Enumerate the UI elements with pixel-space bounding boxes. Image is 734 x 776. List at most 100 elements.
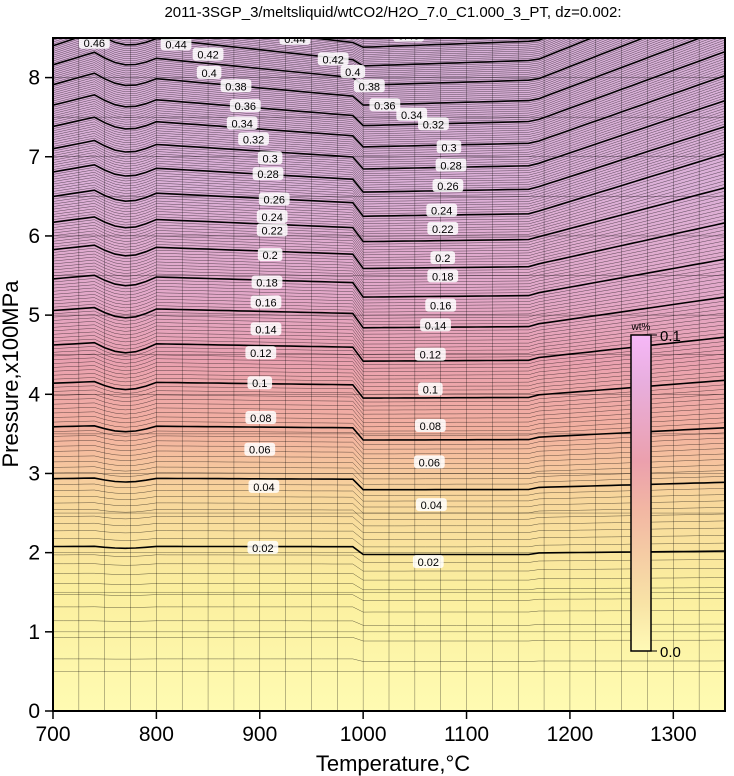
major-contour-line — [53, 74, 725, 148]
x-tick-label: 1300 — [650, 723, 697, 746]
contour-label: 0.24 — [256, 209, 288, 224]
minor-contour-line — [53, 341, 725, 365]
minor-contour-line — [53, 509, 725, 520]
contour-label-text: 0.14 — [425, 320, 446, 332]
contour-label-text: 0.06 — [249, 445, 270, 457]
minor-contour-line — [53, 201, 725, 253]
minor-contour-line — [53, 353, 725, 376]
contour-label-text: 0.3 — [441, 142, 456, 154]
contour-label-box — [415, 498, 447, 512]
minor-contour-line — [53, 345, 725, 369]
minor-contour-line — [53, 430, 725, 445]
minor-contour-line — [53, 362, 725, 384]
minor-contour-line — [53, 118, 725, 186]
contour-label-box — [412, 555, 444, 569]
minor-contour-line — [53, 63, 725, 137]
contour-label: 0.12 — [245, 346, 277, 360]
minor-contour-line — [53, 219, 725, 266]
minor-contour-line — [341, 38, 523, 44]
major-contour-line — [53, 153, 725, 218]
contour-label: 0.16 — [425, 298, 457, 313]
minor-contour-line — [53, 167, 725, 227]
contour-label: 0.42 — [317, 52, 349, 66]
minor-contour-line — [53, 49, 725, 124]
minor-contour-line — [53, 0, 725, 1]
contour-label-text: 0.32 — [423, 119, 444, 131]
minor-contour-line — [53, 583, 725, 591]
contour-label-box — [279, 38, 311, 45]
major-contour-line — [307, 38, 547, 49]
minor-contour-line — [53, 123, 725, 191]
minor-contour-line — [53, 255, 725, 295]
y-tick-label: 8 — [28, 67, 40, 90]
contour-label-box — [196, 65, 222, 79]
contour-label: 0.26 — [432, 179, 464, 193]
minor-contour-line — [53, 375, 725, 395]
contour-label-text: 0.26 — [264, 195, 285, 207]
minor-contour-line — [53, 115, 725, 184]
minor-contour-line — [53, 420, 725, 436]
colorbar: wt% 0.1 0.0 — [630, 322, 681, 661]
contour-label-box — [160, 38, 192, 51]
minor-contour-line — [53, 606, 725, 613]
minor-contour-line — [53, 266, 725, 304]
minor-contour-line — [53, 208, 725, 258]
contour-label-box — [430, 251, 456, 265]
minor-contour-line — [53, 320, 725, 348]
minor-contour-line — [53, 97, 725, 168]
minor-contour-line — [53, 150, 725, 215]
major-contour-line — [53, 379, 725, 399]
major-contour-line — [53, 545, 725, 556]
minor-contour-line — [53, 277, 725, 313]
contour-label-text: 0.14 — [255, 324, 276, 336]
minor-contour-line — [53, 416, 725, 432]
minor-contour-line — [53, 163, 725, 224]
minor-contour-line — [53, 229, 725, 275]
contour-label: 0.24 — [426, 203, 458, 218]
x-tick-label: 1100 — [444, 723, 489, 746]
minor-contour-line — [53, 77, 725, 150]
contour-label: 0.02 — [247, 540, 279, 555]
contour-label: 0.18 — [427, 269, 459, 283]
minor-contour-line — [53, 572, 725, 581]
contour-label-box — [340, 65, 366, 79]
minor-contour-line — [53, 460, 725, 474]
contour-label-text: 0.12 — [420, 350, 441, 362]
contour-label-text: 0.08 — [420, 421, 441, 433]
contour-label: 0.1 — [247, 376, 273, 390]
contour-label-text: 0.16 — [255, 297, 276, 309]
contour-label-box — [78, 38, 110, 49]
contour-label: 0.3 — [436, 140, 462, 154]
contour-label-text: 0.4 — [201, 68, 216, 80]
minor-contour-line — [53, 180, 725, 237]
contour-label: 0.22 — [256, 223, 288, 237]
minor-contour-line — [53, 389, 725, 407]
contour-label-text: 0.1 — [252, 378, 267, 390]
contour-label: 0.14 — [420, 318, 451, 332]
contour-label-text: 0.34 — [401, 110, 422, 122]
minor-contour-line — [53, 594, 725, 601]
minor-contour-line — [53, 190, 725, 245]
minor-contour-line — [53, 53, 725, 128]
minor-contour-line — [53, 38, 672, 96]
grid — [53, 38, 725, 711]
contour-label: 0.16 — [250, 295, 282, 309]
y-tick-label: 6 — [28, 225, 40, 248]
minor-contour-line — [53, 177, 725, 235]
contour-label-box — [414, 347, 446, 361]
minor-contour-line — [53, 455, 725, 469]
y-tick-label: 1 — [28, 621, 40, 644]
minor-contour-line — [250, 38, 564, 55]
contour-label-box — [258, 192, 290, 206]
contour-label: 0.2 — [430, 251, 456, 265]
contour-label: 0.02 — [412, 555, 444, 569]
contour-label: 0.3 — [257, 151, 283, 165]
minor-contour-line — [53, 194, 725, 248]
contour-label-text: 0.3 — [262, 153, 277, 165]
x-tick-label: 900 — [242, 723, 277, 746]
minor-contour-line — [53, 270, 725, 307]
contour-label-text: 0.1 — [423, 385, 438, 397]
minor-contour-line — [53, 308, 725, 338]
minor-contour-line — [53, 332, 725, 358]
minor-contour-line — [53, 522, 725, 533]
